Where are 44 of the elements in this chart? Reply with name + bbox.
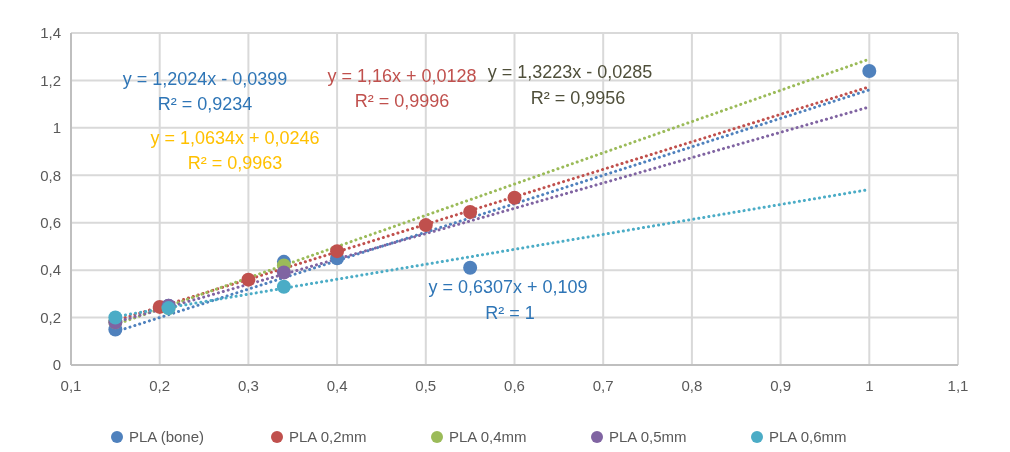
x-tick-label: 0,8	[681, 377, 703, 394]
x-tick-label: 0,6	[504, 377, 525, 394]
point	[463, 260, 478, 275]
annotation: R² = 0,9234	[157, 94, 253, 114]
point	[241, 272, 256, 287]
annotation: y = 1,3223x - 0,0285	[487, 62, 653, 82]
annotation: y = 1,16x + 0,0128	[327, 66, 477, 86]
x-tick-label: 0,2	[149, 377, 171, 394]
point	[463, 205, 478, 220]
x-tick-label: 0,9	[770, 377, 792, 394]
annotation: R² = 0,9956	[530, 88, 626, 108]
annotation: y = 1,0634x + 0,0246	[150, 128, 320, 148]
annotation: R² = 1	[485, 303, 535, 323]
legend-label: PLA 0,6mm	[769, 428, 847, 446]
point	[330, 244, 345, 259]
x-tick-label: 1,1	[947, 377, 969, 394]
point	[276, 265, 291, 280]
y-tick-label: 0	[52, 356, 61, 374]
point	[418, 218, 433, 233]
y-tick-label: 0,2	[40, 308, 61, 326]
annotation: R² = 0,9963	[187, 153, 283, 173]
annotation: y = 0,6307x + 0,109	[428, 277, 588, 297]
y-tick-label: 1,4	[40, 24, 61, 42]
legend-label: PLA 0,2mm	[289, 428, 367, 446]
point	[276, 279, 291, 294]
legend-label: PLA 0,5mm	[609, 428, 687, 446]
x-tick-label: 0,1	[60, 377, 82, 394]
y-tick-label: 1	[52, 119, 61, 137]
y-tick-label: 0,6	[40, 213, 61, 231]
legend-label: PLA (bone)	[129, 428, 205, 446]
y-tick-label: 0,4	[40, 261, 61, 279]
legend-label: PLA 0,4mm	[449, 428, 527, 446]
x-tick-label: 0,7	[592, 377, 614, 394]
y-tick-label: 1,2	[40, 71, 61, 89]
x-tick-label: 1	[865, 377, 874, 394]
y-tick-label: 0,8	[40, 166, 61, 184]
point	[507, 190, 522, 205]
x-tick-label: 0,5	[415, 377, 437, 394]
annotation: R² = 0,9996	[354, 91, 450, 111]
x-tick-label: 0,4	[326, 377, 348, 394]
x-tick-label: 0,3	[237, 377, 259, 394]
point	[862, 63, 877, 78]
point	[108, 310, 123, 325]
annotation: y = 1,2024x - 0,0399	[122, 69, 288, 89]
